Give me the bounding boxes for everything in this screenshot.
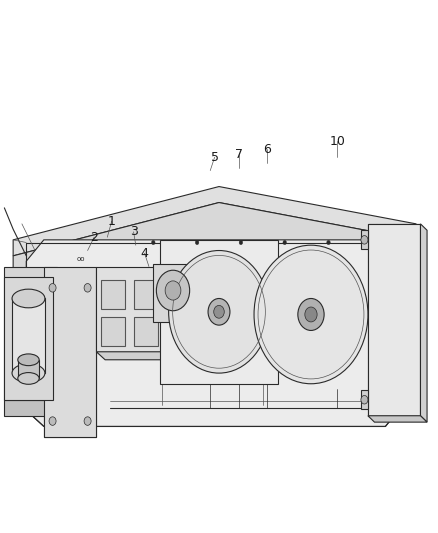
Circle shape bbox=[305, 307, 317, 322]
Text: 5: 5 bbox=[211, 151, 219, 164]
Circle shape bbox=[214, 305, 224, 318]
Polygon shape bbox=[13, 203, 416, 277]
Circle shape bbox=[152, 240, 155, 245]
Polygon shape bbox=[361, 230, 368, 249]
Polygon shape bbox=[4, 277, 53, 400]
Text: 3: 3 bbox=[130, 225, 138, 238]
Polygon shape bbox=[4, 266, 57, 400]
Circle shape bbox=[327, 240, 330, 245]
Text: 10: 10 bbox=[329, 135, 345, 148]
Text: 7: 7 bbox=[235, 148, 243, 161]
Circle shape bbox=[156, 270, 190, 311]
Polygon shape bbox=[368, 416, 427, 422]
Polygon shape bbox=[44, 266, 96, 437]
Polygon shape bbox=[368, 224, 420, 416]
Text: 6: 6 bbox=[263, 143, 271, 156]
Circle shape bbox=[298, 298, 324, 330]
Text: 4: 4 bbox=[141, 247, 148, 260]
Circle shape bbox=[84, 417, 91, 425]
Ellipse shape bbox=[12, 364, 45, 383]
Polygon shape bbox=[18, 360, 39, 378]
Circle shape bbox=[195, 240, 199, 245]
Polygon shape bbox=[101, 280, 125, 309]
Circle shape bbox=[15, 328, 42, 360]
Polygon shape bbox=[12, 298, 45, 373]
Circle shape bbox=[49, 417, 56, 425]
Text: 2: 2 bbox=[90, 231, 98, 244]
Circle shape bbox=[283, 240, 286, 245]
Polygon shape bbox=[26, 240, 403, 426]
Circle shape bbox=[165, 281, 181, 300]
Polygon shape bbox=[4, 400, 57, 416]
Polygon shape bbox=[153, 264, 193, 322]
Polygon shape bbox=[134, 280, 158, 309]
Circle shape bbox=[239, 240, 243, 245]
Text: oo: oo bbox=[77, 255, 85, 262]
Polygon shape bbox=[101, 317, 125, 346]
Polygon shape bbox=[162, 266, 171, 360]
Polygon shape bbox=[160, 240, 278, 384]
Ellipse shape bbox=[12, 289, 45, 308]
Polygon shape bbox=[13, 187, 416, 256]
Circle shape bbox=[169, 251, 269, 373]
Circle shape bbox=[361, 236, 368, 244]
Ellipse shape bbox=[18, 354, 39, 366]
Text: 1: 1 bbox=[108, 215, 116, 228]
Circle shape bbox=[254, 245, 368, 384]
Polygon shape bbox=[96, 352, 171, 360]
Polygon shape bbox=[134, 317, 158, 346]
Ellipse shape bbox=[18, 373, 39, 384]
Polygon shape bbox=[96, 266, 162, 352]
Polygon shape bbox=[420, 224, 427, 422]
Polygon shape bbox=[361, 390, 368, 409]
Circle shape bbox=[84, 284, 91, 292]
Circle shape bbox=[208, 298, 230, 325]
Circle shape bbox=[361, 395, 368, 404]
Circle shape bbox=[21, 334, 36, 353]
Circle shape bbox=[49, 284, 56, 292]
